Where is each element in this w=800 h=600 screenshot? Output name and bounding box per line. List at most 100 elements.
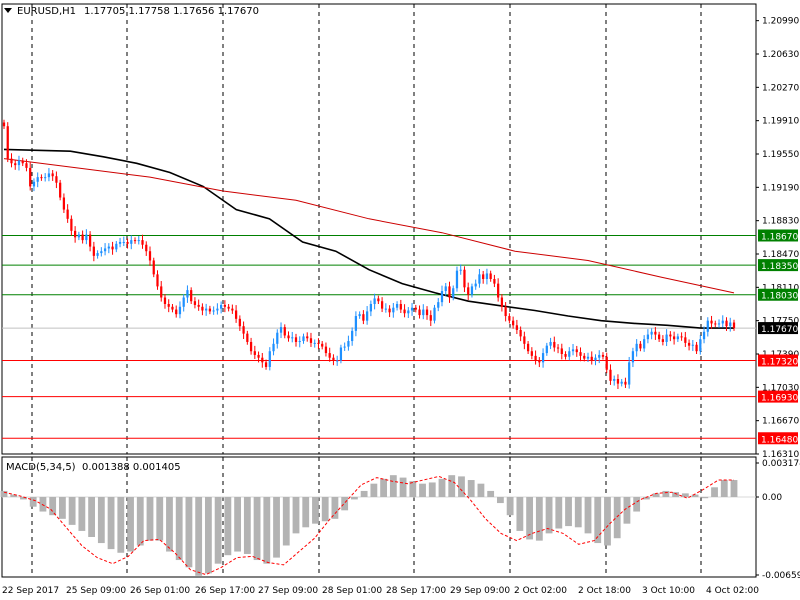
- macd-axis[interactable]: 0.003174 0.00 -0.006599: [756, 459, 800, 581]
- macd-bar: [691, 494, 699, 497]
- moving-averages: [3, 148, 735, 329]
- bear-candle: [55, 176, 58, 183]
- bear-candle: [238, 318, 241, 327]
- level-labels: 1.18670 1.18350 1.18030 1.17670 1.17320 1.169…: [758, 229, 798, 445]
- bear-candle: [66, 209, 69, 219]
- level-badge: [758, 390, 798, 403]
- ma-slow-line: [3, 158, 735, 294]
- bear-candle: [201, 306, 204, 311]
- bear-candle: [399, 304, 402, 310]
- bear-candle: [321, 343, 324, 347]
- bull-candle: [100, 251, 103, 254]
- price-tick-label: 1.17030: [762, 383, 799, 393]
- macd-histogram: [0, 475, 738, 576]
- price-tick-label: 1.18110: [762, 283, 799, 293]
- macd-bar: [10, 494, 18, 497]
- bull-candle: [691, 344, 694, 346]
- macd-bar: [604, 497, 611, 546]
- bear-candle: [590, 356, 593, 361]
- bear-candle: [163, 297, 167, 304]
- bull-candle: [541, 353, 545, 363]
- macd-bar: [535, 497, 543, 541]
- bull-candle: [291, 337, 294, 339]
- bull-candle: [568, 351, 571, 357]
- vertical-grid: [31, 4, 702, 454]
- bear-candle: [538, 360, 541, 363]
- bear-candle: [725, 320, 728, 327]
- bear-candle: [253, 351, 256, 355]
- level-label: 1.18670: [761, 232, 798, 242]
- chart-header: EURUSD,H1 1.17705 1.17758 1.17656 1.1767…: [4, 6, 259, 17]
- time-tick-label: 4 Oct 02:00: [706, 586, 759, 596]
- macd-bar: [58, 497, 66, 519]
- macd-bar: [477, 483, 485, 497]
- macd-bar: [711, 487, 718, 497]
- bull-candle: [702, 331, 706, 340]
- bull-candle: [212, 310, 215, 312]
- bear-candle: [616, 379, 620, 384]
- bear-candle: [414, 307, 417, 310]
- price-tick-label: 1.16310: [762, 450, 799, 460]
- macd-bar: [341, 497, 349, 511]
- macd-bar: [350, 497, 358, 500]
- bear-candle: [148, 251, 152, 261]
- bear-candle: [246, 333, 249, 342]
- bear-candle: [654, 331, 657, 335]
- macd-bar: [574, 497, 582, 528]
- bear-candle: [500, 297, 504, 307]
- bear-candle: [156, 274, 159, 287]
- macd-bar: [594, 497, 602, 544]
- bull-candle: [549, 341, 552, 346]
- macd-bar: [409, 481, 417, 497]
- bear-candle: [171, 306, 174, 310]
- macd-bar: [97, 497, 105, 544]
- bull-candle: [369, 304, 372, 312]
- bear-candle: [328, 353, 331, 358]
- bull-candle: [178, 306, 182, 315]
- bull-candle: [452, 288, 455, 298]
- bear-candle: [145, 244, 148, 252]
- bear-candle: [332, 357, 335, 361]
- bear-candle: [88, 234, 92, 247]
- macd-tick-label: -0.006599: [762, 571, 800, 581]
- level-label: 1.17670: [761, 325, 798, 335]
- price-tick-label: 1.20270: [762, 83, 799, 93]
- price-panel-frame: [1, 3, 757, 455]
- level-label: 1.18350: [761, 262, 798, 272]
- bull-candle: [336, 360, 339, 362]
- bull-candle: [729, 322, 732, 327]
- collapse-triangle-icon[interactable]: [4, 8, 12, 13]
- bear-candle: [29, 167, 32, 187]
- bear-candle: [40, 177, 43, 179]
- bull-candle: [620, 381, 623, 384]
- macd-bar: [136, 497, 144, 546]
- bull-candle: [392, 307, 395, 313]
- time-axis[interactable]: 22 Sep 2017 25 Sep 09:00 26 Sep 01:00 26 Se…: [2, 586, 759, 596]
- macd-bar: [234, 497, 242, 552]
- bull-candle: [44, 177, 47, 179]
- bull-candle: [717, 323, 721, 325]
- price-axis[interactable]: 1.20990 1.20630 1.20270 1.19910 1.19550 1.191…: [756, 17, 799, 460]
- ohlc-readout: 1.17705 1.17758 1.17656 1.17670: [84, 6, 259, 17]
- bear-candle: [175, 309, 178, 315]
- price-tick-label: 1.18470: [762, 250, 799, 260]
- macd-bar: [175, 497, 183, 561]
- bear-candle: [294, 337, 298, 342]
- macd-bar: [516, 497, 524, 531]
- macd-bar: [88, 497, 96, 537]
- macd-bar: [360, 490, 368, 497]
- bull-candle: [32, 181, 36, 187]
- macd-bar: [224, 497, 232, 556]
- bear-candle: [534, 355, 537, 361]
- price-tick-label: 1.18830: [762, 217, 799, 227]
- bear-candle: [732, 322, 736, 329]
- macd-bar: [584, 497, 592, 534]
- bear-candle: [227, 306, 230, 309]
- macd-bar: [243, 497, 251, 554]
- macd-panel[interactable]: [0, 456, 757, 578]
- bear-candle: [609, 369, 612, 381]
- price-panel[interactable]: [1, 3, 757, 455]
- bear-candle: [283, 327, 286, 336]
- bull-candle: [650, 331, 653, 335]
